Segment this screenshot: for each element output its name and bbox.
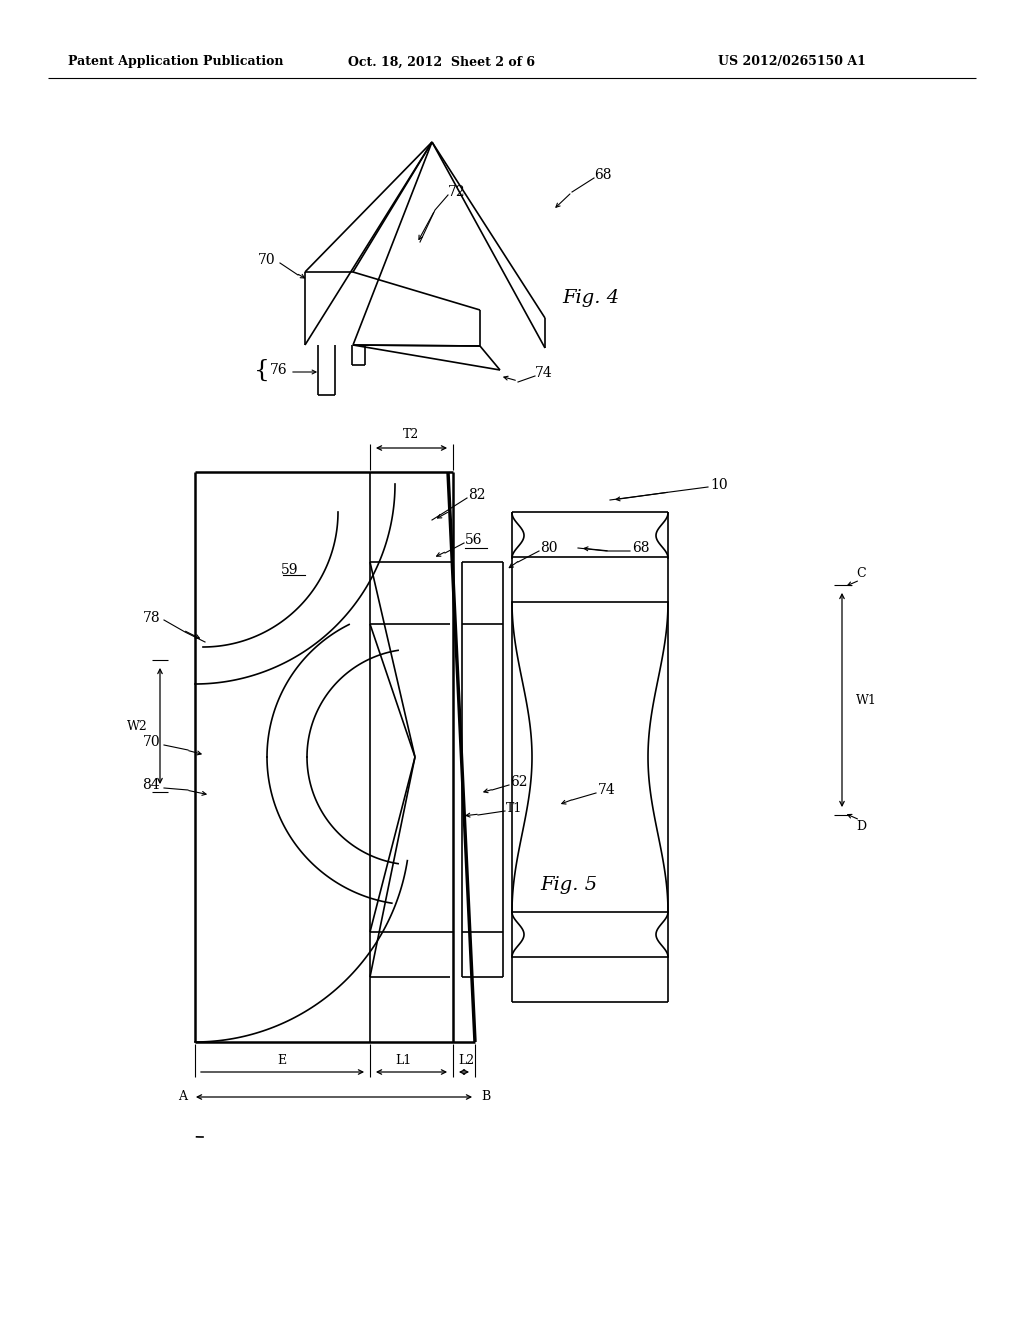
Text: 68: 68 (594, 168, 611, 182)
Text: 62: 62 (510, 775, 527, 789)
Text: B: B (481, 1090, 490, 1104)
Text: L2: L2 (458, 1053, 474, 1067)
Text: L1: L1 (395, 1053, 411, 1067)
Text: 82: 82 (468, 488, 485, 502)
Text: 56: 56 (465, 533, 482, 546)
Text: Fig. 5: Fig. 5 (540, 876, 597, 894)
Text: Oct. 18, 2012  Sheet 2 of 6: Oct. 18, 2012 Sheet 2 of 6 (348, 55, 535, 69)
Text: 70: 70 (258, 253, 275, 267)
Text: 10: 10 (710, 478, 728, 492)
Text: 76: 76 (270, 363, 288, 378)
Text: W2: W2 (127, 719, 148, 733)
Text: 78: 78 (142, 611, 160, 624)
Text: E: E (278, 1053, 287, 1067)
Text: T1: T1 (506, 801, 522, 814)
Text: 74: 74 (598, 783, 615, 797)
Text: Fig. 4: Fig. 4 (562, 289, 620, 308)
Text: A: A (178, 1090, 187, 1104)
Text: US 2012/0265150 A1: US 2012/0265150 A1 (718, 55, 866, 69)
Text: 84: 84 (142, 777, 160, 792)
Text: 72: 72 (449, 185, 466, 199)
Text: W1: W1 (856, 693, 877, 706)
Text: 68: 68 (632, 541, 649, 554)
Text: C: C (856, 568, 865, 579)
Text: {: { (254, 359, 270, 381)
Text: 70: 70 (142, 735, 160, 748)
Text: 59: 59 (282, 564, 299, 577)
Text: D: D (856, 820, 866, 833)
Text: Patent Application Publication: Patent Application Publication (68, 55, 284, 69)
Text: 74: 74 (535, 366, 553, 380)
Text: T2: T2 (402, 428, 419, 441)
Text: 80: 80 (540, 541, 557, 554)
